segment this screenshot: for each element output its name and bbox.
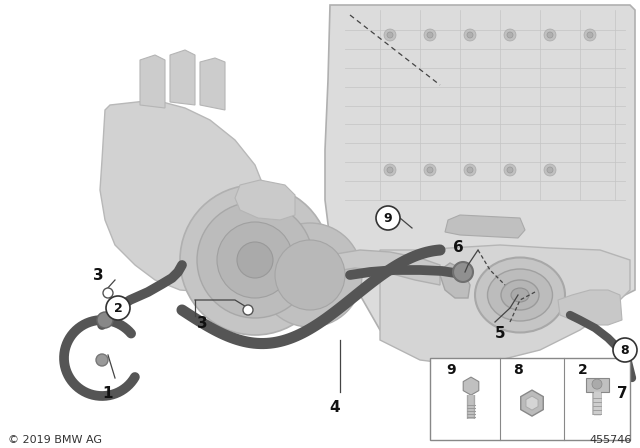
Polygon shape [235,180,295,220]
Polygon shape [526,396,538,410]
Circle shape [587,32,593,38]
Text: 8: 8 [621,344,629,357]
Polygon shape [140,55,165,108]
Circle shape [376,206,400,230]
Circle shape [258,223,362,327]
Text: 9: 9 [384,211,392,224]
Polygon shape [521,390,543,416]
Text: 7: 7 [617,385,627,401]
Circle shape [453,262,473,282]
Circle shape [427,32,433,38]
Circle shape [547,167,553,173]
Circle shape [467,167,473,173]
Polygon shape [330,250,440,285]
FancyBboxPatch shape [586,378,609,392]
Circle shape [109,299,127,317]
Circle shape [387,32,393,38]
Ellipse shape [511,288,529,302]
Circle shape [96,354,108,366]
Polygon shape [463,377,479,395]
Polygon shape [440,263,470,298]
Polygon shape [380,245,630,365]
Text: 2: 2 [114,302,122,314]
Circle shape [275,240,345,310]
Circle shape [467,32,473,38]
Circle shape [464,164,476,176]
Polygon shape [100,100,270,292]
Circle shape [504,164,516,176]
Text: 9: 9 [446,363,456,377]
Text: 3: 3 [93,267,103,283]
Circle shape [237,242,273,278]
Circle shape [103,288,113,298]
Circle shape [217,222,293,298]
Text: 6: 6 [452,241,463,255]
Circle shape [504,29,516,41]
Text: 455746: 455746 [589,435,632,445]
Circle shape [618,348,632,362]
Polygon shape [325,5,635,355]
Polygon shape [445,215,525,238]
Text: 8: 8 [513,363,523,377]
Text: 2: 2 [578,363,588,377]
Circle shape [544,164,556,176]
Circle shape [507,167,513,173]
Text: 5: 5 [495,326,506,340]
Circle shape [243,305,253,315]
Polygon shape [558,290,622,325]
Circle shape [547,32,553,38]
Text: © 2019 BMW AG: © 2019 BMW AG [8,435,102,445]
Polygon shape [200,58,225,110]
Circle shape [592,379,602,389]
Circle shape [424,29,436,41]
Circle shape [197,202,313,318]
Ellipse shape [488,269,552,321]
Circle shape [464,29,476,41]
Text: 3: 3 [196,315,207,331]
Circle shape [180,185,330,335]
Circle shape [97,312,113,328]
FancyBboxPatch shape [430,358,630,440]
Circle shape [544,29,556,41]
Circle shape [424,164,436,176]
Circle shape [106,296,130,320]
Ellipse shape [475,258,565,332]
Circle shape [613,338,637,362]
Text: 4: 4 [330,401,340,415]
Circle shape [507,32,513,38]
Circle shape [384,29,396,41]
Circle shape [387,167,393,173]
Circle shape [384,164,396,176]
Circle shape [584,29,596,41]
Polygon shape [170,50,195,105]
Ellipse shape [501,280,539,310]
Circle shape [427,167,433,173]
Text: 1: 1 [103,385,113,401]
